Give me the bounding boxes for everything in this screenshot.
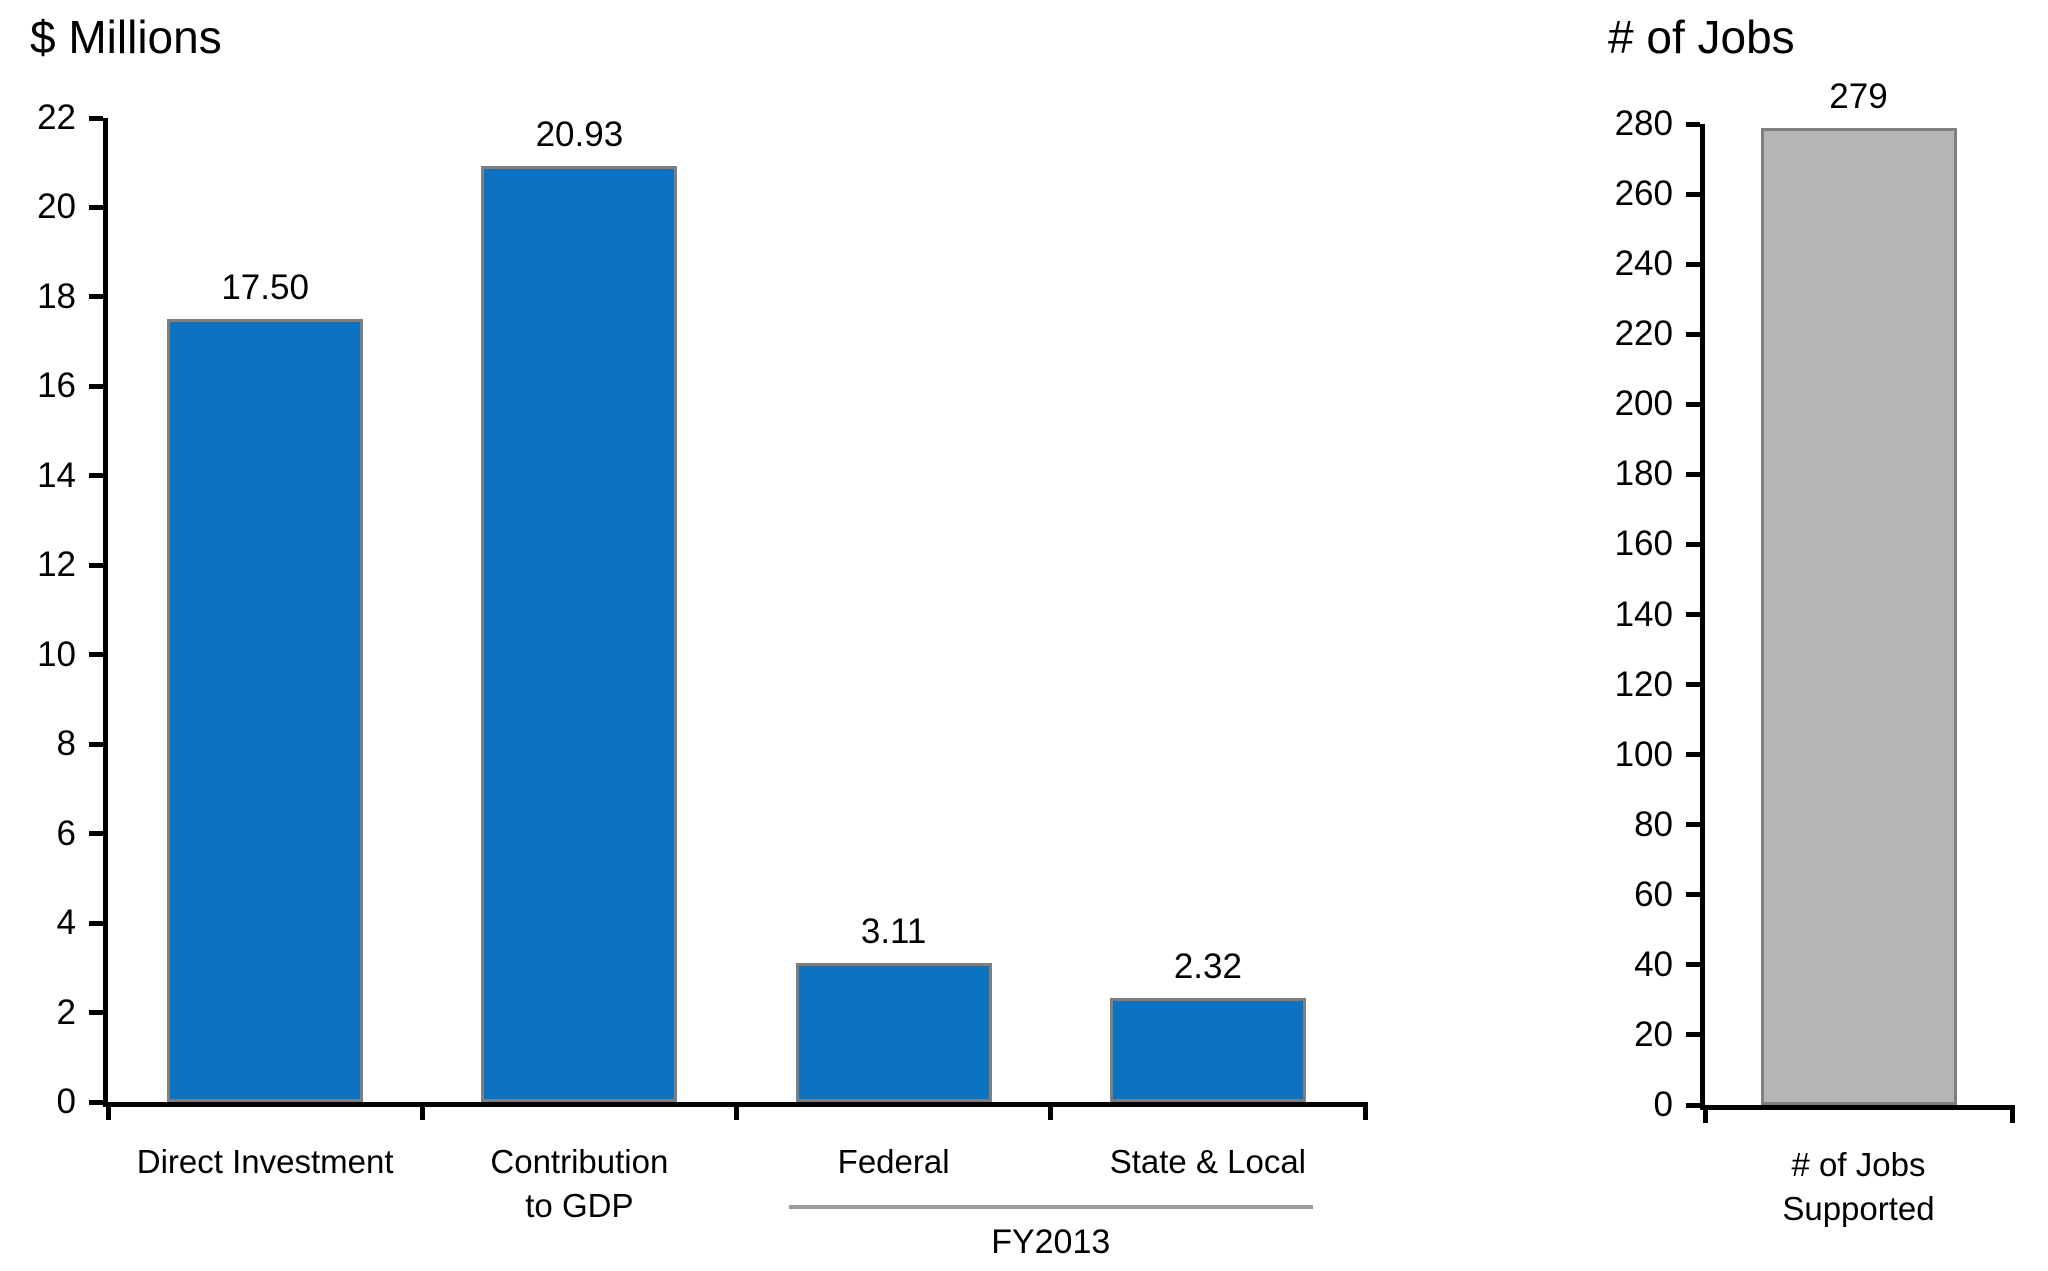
category-label-federal: Federal <box>837 1143 950 1180</box>
y-axis-line <box>103 118 108 1102</box>
y-axis-tick-label: 280 <box>1614 104 1673 143</box>
y-axis-tick <box>89 204 103 210</box>
x-axis-line <box>1700 1105 2012 1110</box>
category-label-of-jobs-supported: # of Jobs Supported <box>1782 1146 1935 1227</box>
y-axis-tick-label: 160 <box>1614 524 1673 564</box>
y-axis-tick-label: 4 <box>56 903 76 943</box>
value-label-federal: 3.11 <box>860 911 927 951</box>
y-axis-tick <box>1686 892 1700 898</box>
y-axis-tick <box>1686 401 1700 407</box>
y-axis-tick <box>1686 612 1700 617</box>
y-axis-tick-label: 8 <box>56 724 76 764</box>
y-axis-tick-label: 0 <box>1653 1085 1673 1124</box>
y-axis-tick-label: 12 <box>37 545 76 585</box>
y-axis-tick <box>89 1010 103 1016</box>
y-axis-tick <box>89 383 103 389</box>
y-axis-line <box>1700 124 1705 1105</box>
y-axis-tick-label: 180 <box>1614 454 1673 494</box>
y-axis-tick-label: 10 <box>37 634 76 674</box>
x-axis-tick <box>2009 1105 2015 1123</box>
x-axis-tick <box>1362 1102 1368 1120</box>
y-axis-tick-label: 100 <box>1614 734 1673 774</box>
y-axis-tick-label: 200 <box>1614 384 1673 424</box>
left-chart-title: $ Millions <box>30 11 222 63</box>
y-axis-tick-label: 140 <box>1614 594 1673 634</box>
y-axis-tick-label: 22 <box>37 98 76 137</box>
y-axis-tick <box>89 920 103 926</box>
category-label-state-local: State & Local <box>1109 1143 1307 1180</box>
y-axis-tick <box>89 473 103 479</box>
y-axis-tick <box>1686 541 1700 547</box>
y-axis-tick <box>1686 1102 1700 1108</box>
y-axis-tick-label: 18 <box>37 276 76 316</box>
y-axis-tick <box>89 652 103 658</box>
y-axis-tick-label: 40 <box>1634 944 1673 984</box>
left-plot-area: 0 2 4 6 8 10 12 14 16 18 20 22 17.50 Direct Investmen… <box>37 100 1368 1260</box>
right-plot-area: 0 20 40 60 80 100 120 140 160 180 200 220 240 260 280 2… <box>1615 79 2015 1227</box>
y-axis-tick <box>89 294 103 300</box>
value-label-state-local: 2.32 <box>1173 947 1242 987</box>
y-axis-tick-label: 20 <box>1634 1014 1673 1054</box>
y-axis-tick <box>1686 1032 1700 1038</box>
value-label-direct-investment: 17.50 <box>221 268 309 308</box>
y-axis-tick <box>89 115 103 121</box>
y-axis-tick-label: 2 <box>56 992 76 1032</box>
x-axis-tick <box>734 1102 739 1120</box>
bar-federal <box>795 962 992 1102</box>
y-axis-tick-label: 120 <box>1614 664 1673 704</box>
y-axis-tick-label: 80 <box>1634 804 1673 844</box>
bar-contribution-to-gdp <box>481 165 678 1102</box>
y-axis-tick <box>89 1099 103 1105</box>
y-axis-tick <box>1686 191 1700 197</box>
group-underline <box>788 1205 1313 1209</box>
y-axis-tick-label: 6 <box>56 813 76 853</box>
bar-direct-investment <box>167 319 364 1102</box>
right-chart-title: # of Jobs <box>1608 11 1795 63</box>
y-axis-tick-label: 16 <box>37 366 76 406</box>
y-axis-tick-label: 220 <box>1614 314 1673 354</box>
y-axis-tick-label: 14 <box>37 455 76 495</box>
y-axis-tick <box>1686 752 1700 758</box>
y-axis-tick-label: 20 <box>37 187 76 227</box>
x-axis-tick <box>419 1102 425 1120</box>
y-axis-tick <box>89 562 103 568</box>
y-axis-tick <box>89 831 103 837</box>
category-label-contribution-to-gdp: Contribution to GDP <box>490 1143 669 1224</box>
y-axis-tick-label: 0 <box>56 1082 76 1121</box>
y-axis-tick <box>1686 471 1700 477</box>
y-axis-tick-label: 60 <box>1634 874 1673 914</box>
bar-state-local <box>1109 998 1306 1102</box>
bar-of-jobs-supported <box>1760 127 1957 1105</box>
y-axis-tick <box>1686 682 1700 688</box>
value-label-contribution-to-gdp: 20.93 <box>535 114 624 154</box>
y-axis-tick <box>1686 822 1700 828</box>
y-axis-tick <box>1686 331 1700 337</box>
y-axis-tick-label: 240 <box>1614 244 1673 284</box>
y-axis-tick <box>89 741 103 747</box>
value-label-of-jobs-supported: 279 <box>1829 76 1888 116</box>
y-axis-tick-label: 260 <box>1614 174 1673 214</box>
y-axis-tick <box>1686 121 1700 127</box>
x-axis-tick <box>1048 1102 1054 1120</box>
group-label: FY2013 <box>991 1223 1111 1261</box>
x-axis-tick <box>105 1102 111 1120</box>
x-axis-tick <box>1702 1105 1708 1123</box>
category-label-direct-investment: Direct Investment <box>136 1143 394 1180</box>
y-axis-tick <box>1686 962 1700 968</box>
y-axis-tick <box>1686 261 1700 267</box>
